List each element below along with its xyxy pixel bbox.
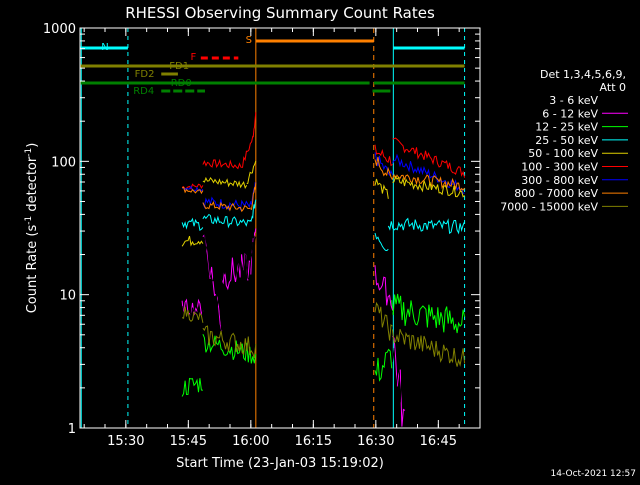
x-tick-label-2: 16:00 [232, 434, 269, 449]
legend-label-4: 50 - 100 keV [528, 147, 598, 160]
flag-s-label: S [246, 35, 252, 46]
y-axis-label-sup1: -1 [24, 216, 34, 225]
legend-header-2: Att 0 [600, 81, 626, 94]
y-axis-label-end: ) [25, 143, 40, 148]
legend-label-6: 300 - 800 keV [521, 174, 598, 187]
x-axis-label: Start Time (23-Jan-03 15:19:02) [176, 456, 384, 471]
flag-rd4-label: RD4 [133, 86, 154, 97]
legend-label-7: 800 - 7000 keV [514, 187, 598, 200]
series-line-5 [181, 293, 466, 397]
x-tick-label-5: 16:45 [420, 434, 457, 449]
series-group [181, 112, 466, 427]
legend-header-1: Det 1,3,4,5,6,9, [540, 68, 626, 81]
flag-n-label: N [101, 42, 108, 53]
series-line-2 [181, 156, 465, 213]
legend-label-2: 12 - 25 keV [535, 121, 598, 134]
y-axis-label: Count Rate (s-1 detector-1) [24, 143, 40, 314]
axes-group: 15:30 15:45 16:00 16:15 16:30 16:45 1 10 100 1000 [43, 22, 481, 449]
legend-label-8: 7000 - 15000 keV [500, 200, 598, 213]
flag-fd2-label: FD2 [135, 69, 155, 80]
x-tick-label-1: 15:45 [170, 434, 207, 449]
flag-f-label: F [190, 52, 196, 63]
chart-title: RHESSI Observing Summary Count Rates [125, 4, 435, 22]
series-line-4 [181, 199, 466, 252]
y-axis-label-sup2: -1 [24, 148, 34, 157]
flag-fd1-label: FD1 [169, 61, 189, 72]
plot-area [80, 28, 466, 428]
series-line-0 [181, 112, 466, 190]
legend-label-0: 3 - 6 keV [549, 94, 598, 107]
series-line-6 [181, 228, 406, 427]
series-line-7 [181, 223, 406, 406]
legend-label-5: 100 - 300 keV [521, 161, 598, 174]
legend-label-1: 6 - 12 keV [542, 107, 598, 120]
series-line-8 [181, 301, 466, 367]
y-axis-label-mid: detector [25, 156, 40, 216]
x-tick-label-3: 16:15 [295, 434, 332, 449]
footer-date: 14-Oct-2021 12:57 [551, 469, 636, 479]
y-axis-label-main: Count Rate (s [25, 225, 40, 314]
y-tick-label-1: 10 [59, 289, 76, 304]
flag-rd0-label: RD0 [171, 78, 192, 89]
series-line-3 [181, 160, 465, 247]
x-tick-label-0: 15:30 [107, 434, 144, 449]
x-tick-label-4: 16:30 [357, 434, 394, 449]
y-tick-label-0: 1 [68, 422, 76, 437]
y-tick-label-2: 100 [51, 155, 76, 170]
y-tick-label-3: 1000 [43, 22, 76, 37]
legend-label-3: 25 - 50 keV [535, 134, 598, 147]
plot-frame [79, 27, 481, 429]
